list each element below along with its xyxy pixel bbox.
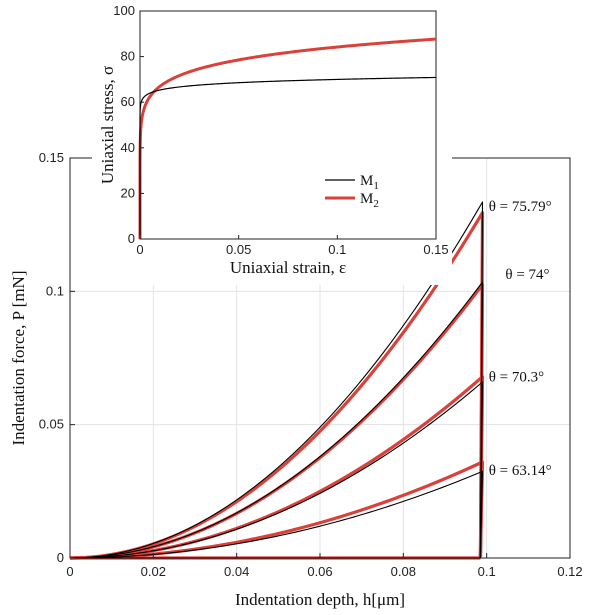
- inset-curves: [138, 37, 437, 239]
- main-x-tick-label: 0.02: [141, 564, 166, 579]
- main-curve-m1-1: [69, 201, 484, 559]
- inset-x-tick-label: 0: [136, 242, 143, 257]
- inset-y-tick-label: 60: [121, 94, 135, 109]
- main-curve-m1-2: [69, 281, 484, 559]
- inset-curve-m1: [139, 76, 437, 239]
- inset-y-tick-label: 80: [121, 49, 135, 64]
- inset-ticks: 0 0.05 0.1 0.15 0 20 40 60 80 100: [113, 3, 448, 257]
- main-x-tick-label: 0.06: [307, 564, 332, 579]
- main-angle-label: θ = 75.79°: [489, 199, 552, 215]
- main-y-axis-label: Indentation force, P [mN]: [9, 271, 28, 446]
- main-annotations: θ = 75.79° θ = 74° θ = 70.3° θ = 63.14°: [489, 199, 552, 479]
- main-angle-label: θ = 70.3°: [489, 370, 544, 386]
- main-y-tick-label: 0.15: [39, 150, 64, 165]
- main-x-tick-label: 0.04: [224, 564, 249, 579]
- main-angle-label: θ = 63.14°: [489, 463, 552, 479]
- inset-y-axis-label: Uniaxial stress, σ: [98, 66, 117, 184]
- main-curves: [69, 201, 485, 560]
- inset-curve-m2: [138, 37, 437, 239]
- main-y-tick-label: 0: [57, 550, 64, 565]
- main-x-tick-label: 0.08: [391, 564, 416, 579]
- main-x-axis-label: Indentation depth, h[μm]: [235, 590, 405, 609]
- inset-y-tick-label: 20: [121, 185, 135, 200]
- inset-y-tick-label: 0: [128, 231, 135, 246]
- inset-x-axis-label: Uniaxial strain, ε: [230, 258, 346, 277]
- main-curve-m2-3: [69, 375, 485, 560]
- main-y-tick-label: 0.1: [46, 283, 64, 298]
- main-curve-m2-4: [69, 460, 485, 560]
- inset-legend-label: M2: [360, 191, 379, 210]
- main-x-tick-label: 0.1: [478, 564, 496, 579]
- main-curve-m1-4: [69, 470, 484, 559]
- inset-legend-label: M1: [360, 173, 379, 192]
- inset-y-tick-label: 40: [121, 140, 135, 155]
- inset-x-tick-label: 0.1: [328, 242, 346, 257]
- main-curve-m1-3: [69, 381, 484, 559]
- main-y-tick-label: 0.05: [39, 417, 64, 432]
- main-angle-label: θ = 74°: [505, 267, 549, 283]
- inset-background: [92, 0, 452, 285]
- main-x-tick-label: 0.12: [557, 564, 582, 579]
- inset-x-tick-label: 0.05: [226, 242, 251, 257]
- inset-x-tick-label: 0.15: [423, 242, 448, 257]
- inset-y-tick-label: 100: [113, 3, 135, 18]
- main-curve-m2-2: [69, 283, 485, 560]
- main-x-tick-label: 0: [66, 564, 73, 579]
